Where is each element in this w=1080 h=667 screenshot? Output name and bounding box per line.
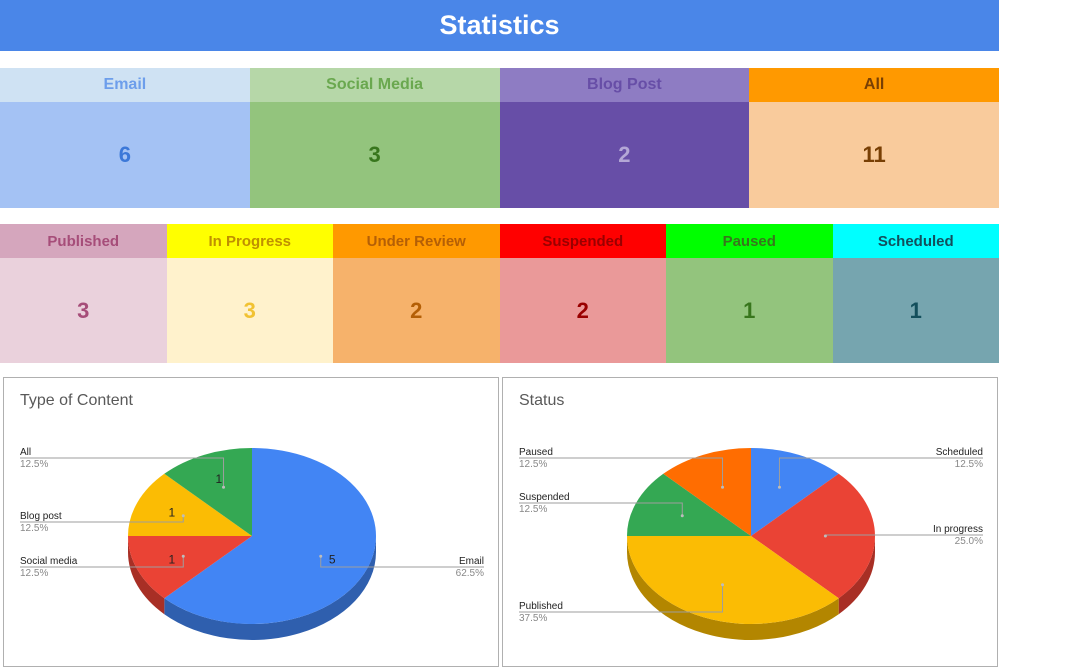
tile-label: Blog Post bbox=[499, 68, 750, 102]
tile-label: Paused bbox=[666, 224, 833, 258]
pie-side-social-media bbox=[128, 536, 165, 615]
pie-side-published bbox=[627, 536, 839, 640]
tile-count: 3 bbox=[249, 102, 500, 208]
tile-count: 1 bbox=[666, 258, 833, 363]
status-chart: Status Scheduled 12.5% In progress 25.0% Pub… bbox=[502, 377, 998, 667]
leader-line bbox=[20, 556, 184, 568]
content-type-summary: Email 6 Social Media 3 Blog Post 2 All 11 bbox=[0, 68, 999, 208]
tile-count: 2 bbox=[499, 102, 750, 208]
pie-side-email bbox=[164, 536, 376, 640]
pie-slice-social-media bbox=[128, 536, 252, 599]
pie-data-label: 5 bbox=[329, 553, 336, 567]
pie-side-in-progress bbox=[838, 536, 875, 615]
pie-slice-scheduled bbox=[751, 448, 839, 536]
page-title: Statistics bbox=[0, 0, 999, 51]
legend-label: Scheduled bbox=[936, 447, 983, 458]
legend-label: Paused bbox=[519, 447, 553, 458]
status-summary: Published 3 In Progress 3 Under Review 2 Suspe… bbox=[0, 224, 999, 363]
legend-label: In progress bbox=[933, 524, 983, 535]
leader-line bbox=[320, 556, 484, 568]
legend-percent: 25.0% bbox=[955, 536, 983, 547]
leader-dot bbox=[721, 485, 725, 489]
tile-count: 6 bbox=[0, 102, 250, 208]
legend-label: Suspended bbox=[519, 492, 570, 503]
summary-tile-email: Email 6 bbox=[0, 68, 250, 208]
leader-dot bbox=[181, 514, 185, 518]
pie-slice-in-progress bbox=[751, 473, 875, 599]
tile-label: In Progress bbox=[166, 224, 333, 258]
leader-line bbox=[519, 457, 724, 488]
leader-dot bbox=[777, 485, 781, 489]
chart-title: Status bbox=[519, 392, 565, 409]
chart-title: Type of Content bbox=[20, 392, 133, 409]
legend-percent: 12.5% bbox=[20, 523, 48, 534]
legend-percent: 12.5% bbox=[519, 504, 547, 515]
summary-tile-paused: Paused 1 bbox=[666, 224, 833, 363]
legend-label: All bbox=[20, 447, 31, 458]
leader-dot bbox=[680, 514, 684, 518]
tile-label: Suspended bbox=[499, 224, 666, 258]
legend-percent: 12.5% bbox=[519, 459, 547, 470]
tile-count: 2 bbox=[499, 258, 666, 363]
leader-dot bbox=[721, 583, 725, 587]
legend-label: Published bbox=[519, 601, 563, 612]
tile-label: Scheduled bbox=[832, 224, 999, 258]
leader-dot bbox=[823, 534, 827, 538]
tile-count: 3 bbox=[0, 258, 167, 363]
tile-count: 11 bbox=[749, 102, 999, 208]
legend-percent: 12.5% bbox=[955, 459, 983, 470]
leader-dot bbox=[181, 554, 185, 558]
leader-line bbox=[519, 502, 683, 516]
tile-label: Email bbox=[0, 68, 250, 102]
tile-label: Published bbox=[0, 224, 167, 258]
summary-tile-blog-post: Blog Post 2 bbox=[499, 68, 750, 208]
pie-slice-all bbox=[164, 448, 252, 536]
summary-tile-in-progress: In Progress 3 bbox=[166, 224, 333, 363]
leader-dot bbox=[222, 485, 226, 489]
pie-data-label: 1 bbox=[168, 505, 175, 519]
pie-slice-email bbox=[164, 448, 376, 624]
legend-label: Social media bbox=[20, 556, 78, 567]
pie-data-label: 1 bbox=[215, 472, 222, 486]
tile-count: 2 bbox=[333, 258, 500, 363]
summary-tile-suspended: Suspended 2 bbox=[499, 224, 666, 363]
pie-slice-blog-post bbox=[128, 473, 252, 536]
summary-tile-under-review: Under Review 2 bbox=[333, 224, 500, 363]
leader-line bbox=[20, 515, 184, 523]
summary-tile-published: Published 3 bbox=[0, 224, 167, 363]
legend-percent: 12.5% bbox=[20, 568, 48, 579]
pie-slice-paused bbox=[663, 448, 751, 536]
tile-label: All bbox=[749, 68, 999, 102]
pie-slice-published bbox=[627, 536, 839, 624]
legend-label: Email bbox=[459, 556, 484, 567]
tile-count: 1 bbox=[832, 258, 999, 363]
legend-label: Blog post bbox=[20, 511, 62, 522]
type-of-content-chart: Type of Content 5 1 1 1 Email 62.5% Social med… bbox=[3, 377, 499, 667]
leader-dot bbox=[319, 554, 323, 558]
summary-tile-social-media: Social Media 3 bbox=[249, 68, 500, 208]
tile-label: Social Media bbox=[249, 68, 500, 102]
legend-percent: 37.5% bbox=[519, 613, 547, 624]
legend-percent: 12.5% bbox=[20, 459, 48, 470]
summary-tile-scheduled: Scheduled 1 bbox=[832, 224, 999, 363]
pie-data-label: 1 bbox=[168, 553, 175, 567]
leader-line bbox=[778, 457, 983, 488]
pie-slice-suspended bbox=[627, 473, 751, 536]
summary-tile-all: All 11 bbox=[749, 68, 999, 208]
tile-count: 3 bbox=[166, 258, 333, 363]
tile-label: Under Review bbox=[333, 224, 500, 258]
leader-line bbox=[519, 584, 724, 613]
legend-percent: 62.5% bbox=[456, 568, 484, 579]
leader-line bbox=[20, 457, 225, 488]
